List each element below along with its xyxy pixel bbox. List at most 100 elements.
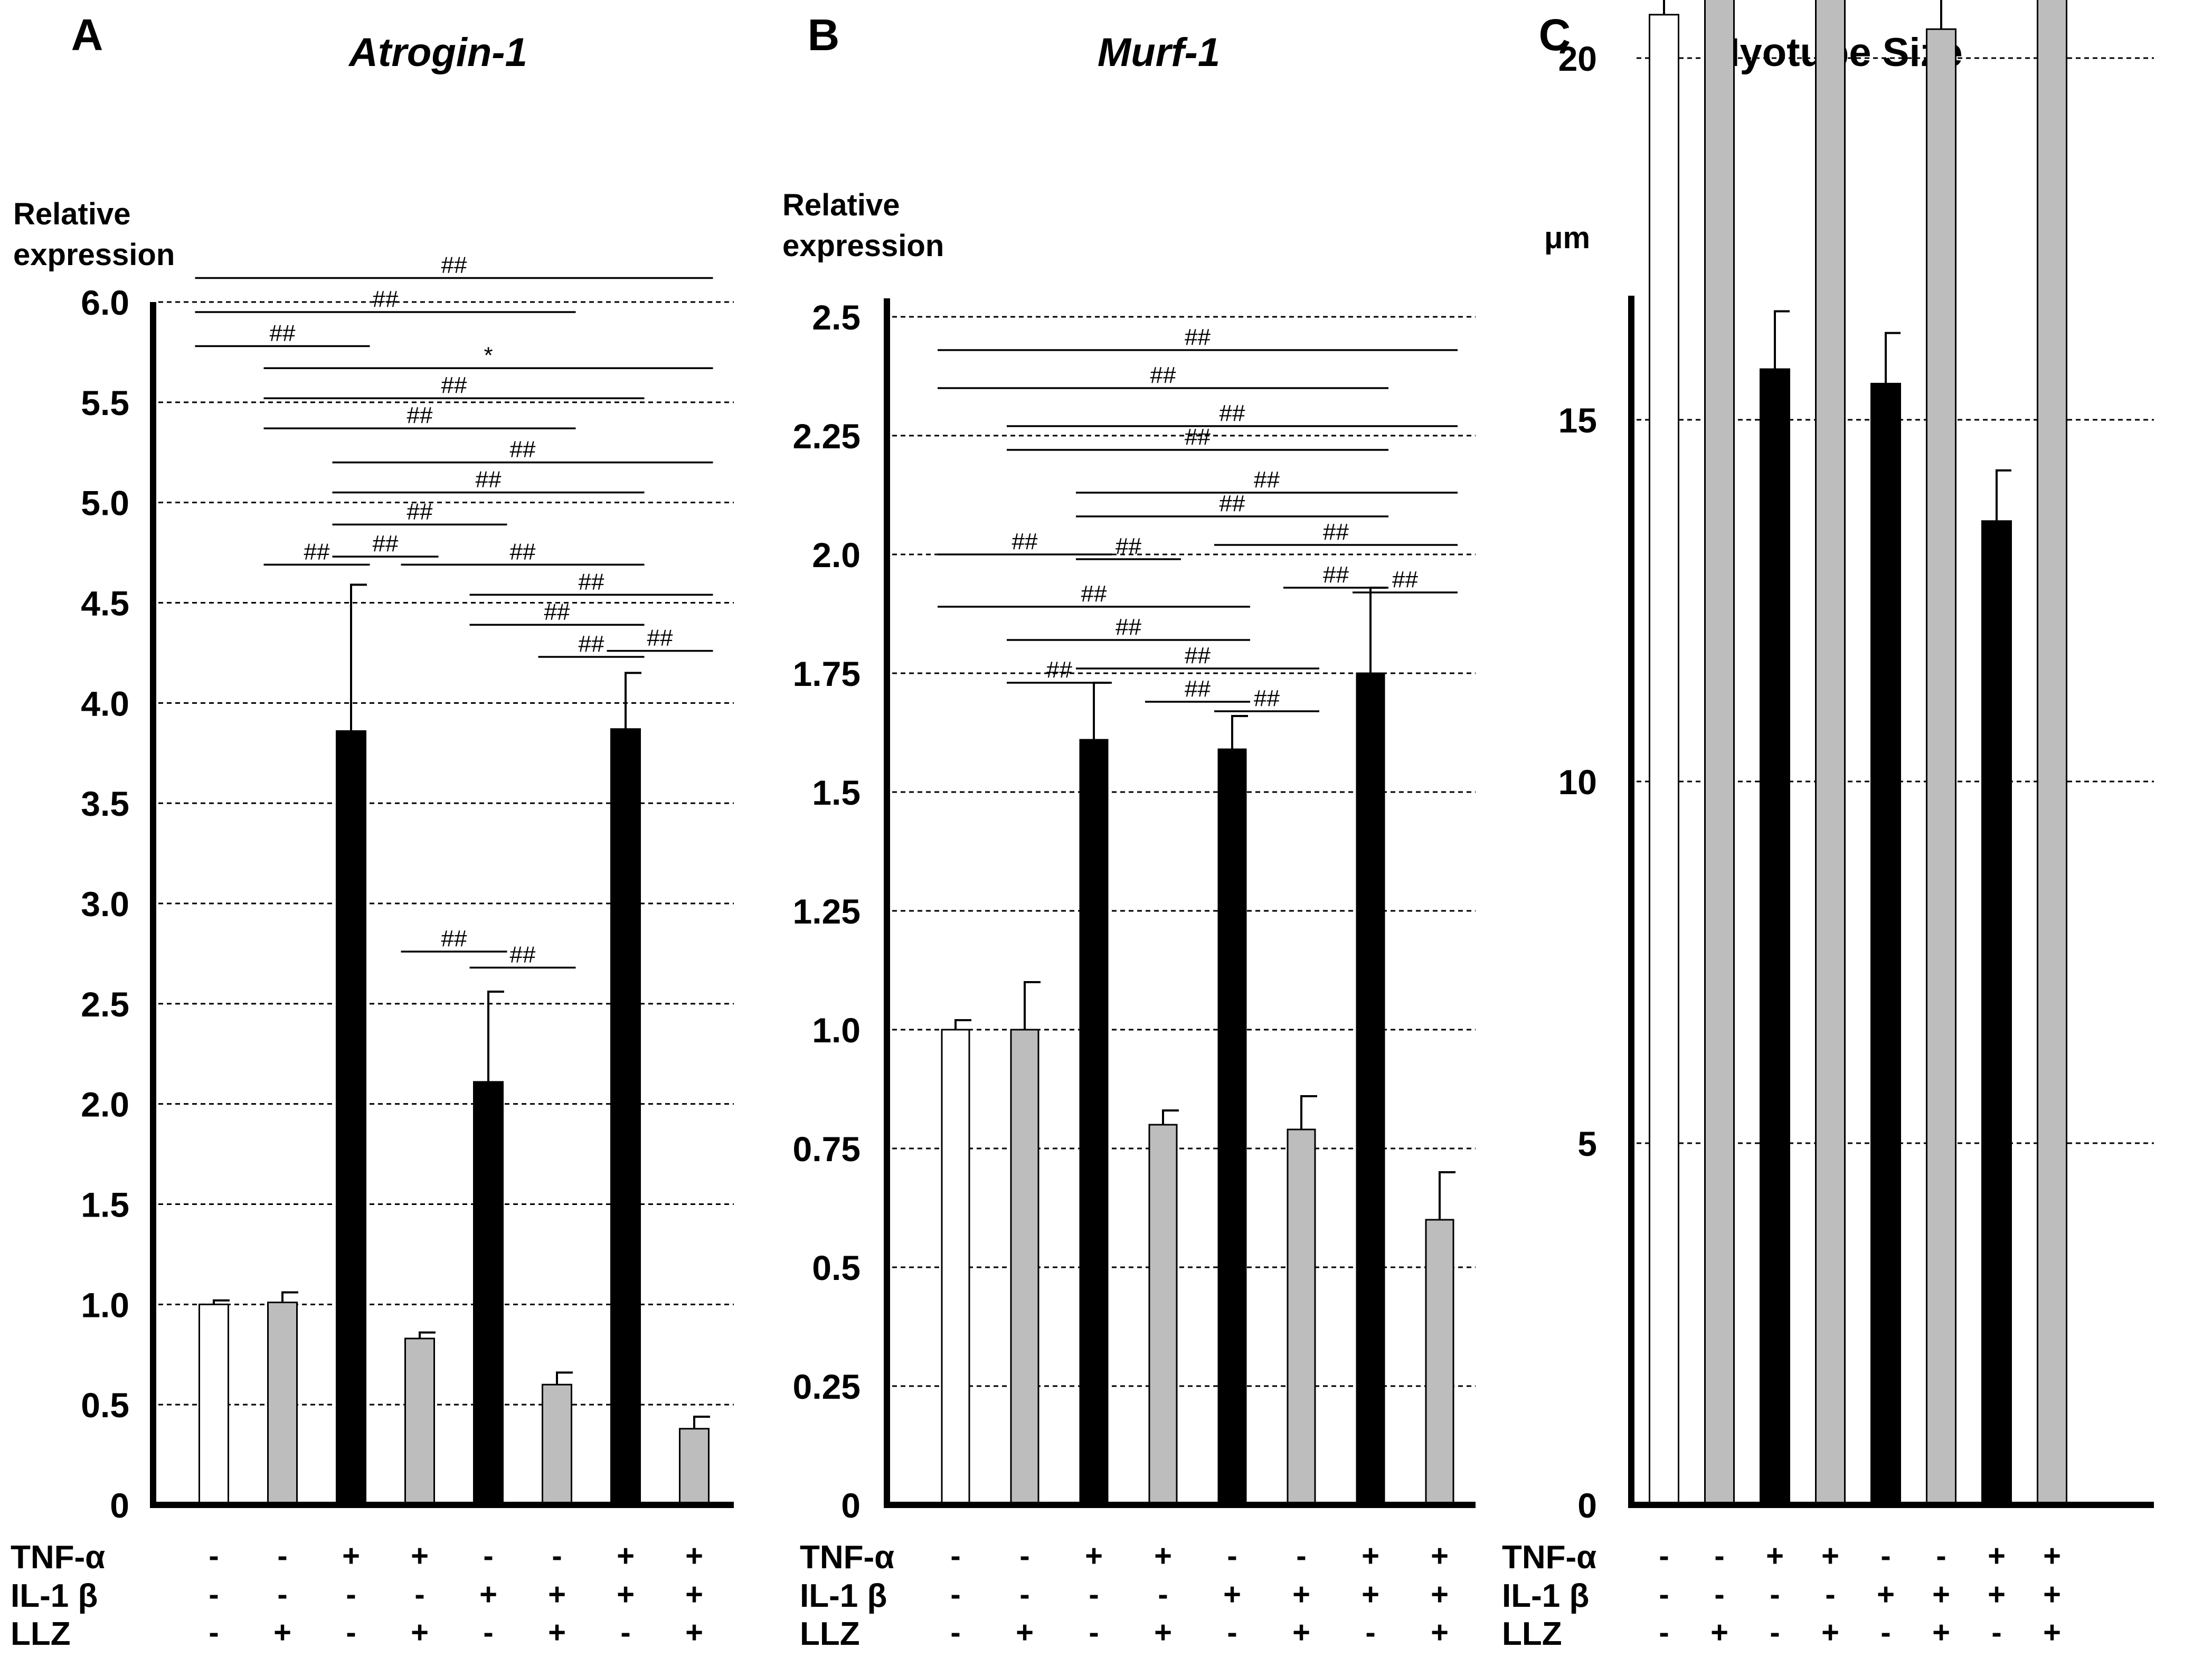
- significance-label: ##: [441, 926, 467, 952]
- y-tick-label: 1.5: [81, 1185, 129, 1225]
- y-tick-label: 2.5: [812, 298, 861, 337]
- condition-label: LLZ: [1502, 1616, 1562, 1652]
- bar: [267, 1302, 298, 1506]
- y-axis-label: expression: [13, 238, 175, 272]
- y-tick-label: 0: [110, 1486, 129, 1525]
- bar: [1287, 1128, 1316, 1506]
- condition-symbol: +: [1932, 1577, 1950, 1612]
- y-tick-label: 20: [1558, 39, 1597, 78]
- significance-label: ##: [1012, 529, 1038, 554]
- condition-symbol: -: [346, 1577, 356, 1612]
- condition-symbol: -: [620, 1615, 630, 1650]
- y-tick-label: 5.0: [81, 484, 129, 523]
- condition-symbol: +: [1710, 1615, 1728, 1650]
- significance-label: ##: [510, 539, 536, 564]
- condition-symbol: +: [1932, 1615, 1950, 1650]
- condition-symbol: -: [1089, 1615, 1099, 1650]
- condition-label: TNF-α: [800, 1539, 894, 1576]
- condition-symbol: -: [1019, 1539, 1029, 1573]
- condition-label: IL-1 β: [11, 1578, 98, 1614]
- bar: [1425, 1219, 1454, 1506]
- condition-symbol: +: [411, 1539, 429, 1573]
- condition-symbol: -: [950, 1539, 960, 1573]
- condition-symbol: -: [950, 1615, 960, 1650]
- y-tick-label: 5: [1577, 1124, 1597, 1163]
- condition-symbol: +: [1766, 1539, 1784, 1573]
- significance-label: ##: [1150, 362, 1176, 388]
- condition-symbol: +: [1154, 1539, 1172, 1573]
- condition-symbol: +: [1085, 1539, 1103, 1573]
- significance-label: ##: [1220, 491, 1245, 516]
- significance-label: ##: [1046, 657, 1072, 683]
- condition-symbol: -: [1158, 1577, 1168, 1612]
- y-tick-label: 1.0: [81, 1285, 129, 1324]
- y-axis-label: Relative: [782, 188, 900, 222]
- condition-symbol: -: [277, 1577, 287, 1612]
- condition-symbol: -: [483, 1539, 493, 1573]
- condition-symbol: +: [1431, 1539, 1449, 1573]
- y-tick-label: 10: [1558, 762, 1597, 802]
- condition-symbol: -: [1659, 1577, 1669, 1612]
- condition-symbol: -: [1714, 1577, 1724, 1612]
- y-tick-label: 0.5: [81, 1386, 129, 1425]
- condition-symbol: -: [209, 1577, 219, 1612]
- significance-label: ##: [544, 599, 570, 625]
- bar: [1870, 383, 1901, 1506]
- y-tick-label: 2.25: [793, 417, 861, 456]
- condition-symbol: -: [1991, 1615, 2001, 1650]
- condition-symbol: +: [1016, 1615, 1034, 1650]
- bar: [1010, 1029, 1039, 1506]
- significance-label: ##: [1185, 676, 1211, 702]
- condition-symbol: -: [1770, 1615, 1780, 1650]
- significance-label: ##: [1116, 614, 1141, 640]
- panel-a: A Atrogin-1 Relative expression 0 0.5 1.0 1.5 2.…: [11, 10, 734, 1652]
- bar: [2037, 0, 2067, 1506]
- condition-symbol: -: [414, 1577, 424, 1612]
- bar: [404, 1338, 435, 1506]
- significance-label: ##: [407, 402, 433, 428]
- condition-symbol: +: [2043, 1539, 2061, 1573]
- condition-symbol: +: [685, 1577, 703, 1612]
- condition-symbol: -: [1659, 1539, 1669, 1573]
- significance-label: ##: [1081, 581, 1107, 607]
- significance-label: ##: [373, 531, 399, 557]
- condition-symbol: -: [950, 1577, 960, 1612]
- condition-symbol: -: [1296, 1539, 1306, 1573]
- significance-label: ##: [476, 467, 502, 493]
- condition-symbol: +: [1292, 1615, 1310, 1650]
- chart-title: Murf-1: [1098, 30, 1220, 75]
- condition-label: IL-1 β: [800, 1578, 887, 1614]
- condition-symbol: +: [1223, 1577, 1241, 1612]
- significance-label: ##: [1185, 324, 1211, 350]
- condition-symbol: +: [1431, 1577, 1449, 1612]
- condition-symbol: -: [1089, 1577, 1099, 1612]
- significance-label: ##: [1185, 424, 1211, 450]
- y-tick-label: 5.5: [81, 383, 129, 422]
- condition-symbol: -: [483, 1615, 493, 1650]
- bar: [1217, 748, 1247, 1506]
- condition-symbol: -: [209, 1615, 219, 1650]
- significance-label: ##: [579, 631, 604, 657]
- condition-label: TNF-α: [11, 1539, 105, 1576]
- y-tick-label: 1.5: [812, 773, 861, 812]
- condition-symbol: -: [1770, 1577, 1780, 1612]
- y-tick-label: 3.0: [81, 884, 129, 924]
- bar: [610, 728, 641, 1506]
- condition-label: TNF-α: [1502, 1539, 1596, 1576]
- condition-symbol: -: [1936, 1539, 1946, 1573]
- condition-symbol: +: [617, 1539, 635, 1573]
- condition-symbol: -: [277, 1539, 287, 1573]
- significance-label: ##: [510, 941, 536, 967]
- condition-symbol: +: [342, 1539, 360, 1573]
- y-tick-label: 2.0: [812, 535, 861, 574]
- bar: [941, 1029, 970, 1506]
- y-tick-label: 0: [1577, 1486, 1597, 1525]
- y-tick-label: 1.75: [793, 654, 861, 693]
- condition-symbol: -: [1659, 1615, 1669, 1650]
- bar: [1079, 739, 1109, 1506]
- y-tick-label: 0.25: [793, 1367, 861, 1406]
- y-tick-label: 4.5: [81, 584, 129, 623]
- bar: [1926, 28, 1956, 1506]
- panel-b: B Murf-1 Relative expression 0 0.25 0.5 0.75 1.0…: [782, 10, 1476, 1652]
